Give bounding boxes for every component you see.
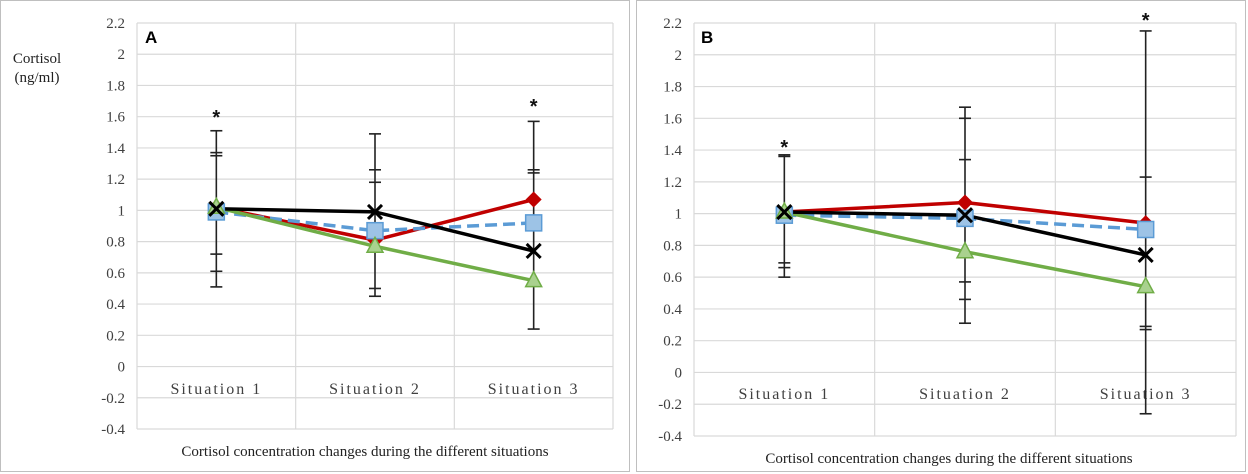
data-point-red-diamond bbox=[525, 191, 542, 208]
data-point-green-triangle bbox=[955, 241, 975, 259]
y-tick-label: -0.2 bbox=[101, 391, 125, 407]
data-point-blue-square bbox=[1136, 220, 1155, 239]
data-point-black-x bbox=[366, 203, 384, 221]
data-point-black-x bbox=[208, 200, 225, 217]
y-tick-label: 0 bbox=[118, 360, 126, 376]
y-tick-label: 0.8 bbox=[106, 235, 125, 251]
y-tick-label: 0.4 bbox=[663, 302, 682, 318]
y-tick-label: 2.2 bbox=[106, 16, 125, 32]
y-tick-label: 1.4 bbox=[106, 141, 125, 157]
data-point-black-x bbox=[776, 203, 793, 221]
data-point-green-triangle bbox=[1136, 276, 1155, 294]
x-marker-stroke bbox=[366, 203, 384, 221]
data-point-black-x bbox=[1137, 246, 1154, 263]
x-marker-stroke bbox=[208, 200, 225, 217]
x-marker-stroke bbox=[1137, 246, 1154, 263]
x-category-label: Situation 3 bbox=[488, 381, 580, 398]
x-category-label: Situation 2 bbox=[919, 386, 1011, 403]
y-tick-label: 1.6 bbox=[663, 111, 682, 127]
chart-panel-b: -0.4 -0.2 0 0.2 0.4 0.6 0.8 1 1.2 1.4 1.6 1.8 2 2.2 Si… bbox=[636, 0, 1246, 472]
y-tick-label: 0.2 bbox=[663, 334, 682, 350]
x-axis-title: Cortisol concentration changes during th… bbox=[765, 451, 1132, 467]
significance-asterisk: * bbox=[212, 107, 220, 129]
y-tick-label: -0.4 bbox=[101, 422, 125, 438]
chart-a-svg: -0.4 -0.2 0 0.2 0.4 0.6 0.8 1 1.2 1.4 1.6 1.8 2 2.2 Si… bbox=[13, 16, 614, 460]
chart-panel-a: -0.4 -0.2 0 0.2 0.4 0.6 0.8 1 1.2 1.4 1.6 1.8 2 2.2 Si… bbox=[0, 0, 630, 472]
y-tick-label: 0.6 bbox=[106, 266, 125, 282]
x-marker-stroke bbox=[956, 207, 974, 224]
significance-asterisk: * bbox=[780, 137, 788, 159]
y-tick-label: 1 bbox=[118, 203, 126, 219]
data-point-red-diamond bbox=[957, 194, 973, 211]
y-tick-label: 1.6 bbox=[106, 110, 125, 126]
y-tick-label: 0.4 bbox=[106, 297, 125, 313]
data-point-black-x bbox=[525, 242, 542, 260]
data-point-blue-square bbox=[956, 209, 974, 228]
y-tick-label: 2.2 bbox=[663, 16, 682, 32]
y-tick-label: 2 bbox=[675, 48, 683, 64]
significance-asterisk: * bbox=[530, 96, 538, 118]
data-point-black-x bbox=[956, 207, 974, 224]
x-category-label: Situation 3 bbox=[1100, 386, 1192, 403]
x-category-label: Situation 1 bbox=[170, 381, 262, 398]
y-tick-label: 1.8 bbox=[663, 80, 682, 96]
y-tick-label: 1.8 bbox=[106, 78, 125, 94]
y-tick-label: -0.2 bbox=[658, 397, 682, 413]
y-tick-label: 1 bbox=[675, 207, 683, 223]
data-point-blue-square bbox=[524, 214, 543, 232]
x-marker-stroke bbox=[525, 242, 542, 260]
y-tick-label: 0 bbox=[675, 365, 683, 381]
x-category-label: Situation 1 bbox=[738, 386, 830, 403]
x-axis-title: Cortisol concentration changes during th… bbox=[181, 444, 548, 460]
data-point-green-triangle bbox=[365, 235, 385, 254]
panel-label: B bbox=[701, 28, 713, 47]
significance-asterisk: * bbox=[1142, 10, 1150, 32]
x-marker-stroke bbox=[776, 203, 793, 221]
y-tick-label: 1.2 bbox=[663, 175, 682, 191]
y-tick-label: 0.8 bbox=[663, 238, 682, 254]
chart-b-svg: -0.4 -0.2 0 0.2 0.4 0.6 0.8 1 1.2 1.4 1.6 1.8 2 2.2 Si… bbox=[658, 10, 1237, 467]
y-tick-label: 0.6 bbox=[663, 270, 682, 286]
x-category-label: Situation 2 bbox=[329, 381, 421, 398]
y-axis-title: Cortisol bbox=[13, 51, 61, 67]
y-tick-label: -0.4 bbox=[658, 429, 682, 445]
panel-label: A bbox=[145, 28, 157, 47]
y-tick-label: 2 bbox=[118, 47, 126, 63]
y-tick-label: 0.2 bbox=[106, 328, 125, 344]
y-tick-label: 1.2 bbox=[106, 172, 125, 188]
y-tick-label: 1.4 bbox=[663, 143, 682, 159]
y-axis-title: (ng/ml) bbox=[15, 70, 60, 86]
data-point-green-triangle bbox=[524, 270, 543, 288]
